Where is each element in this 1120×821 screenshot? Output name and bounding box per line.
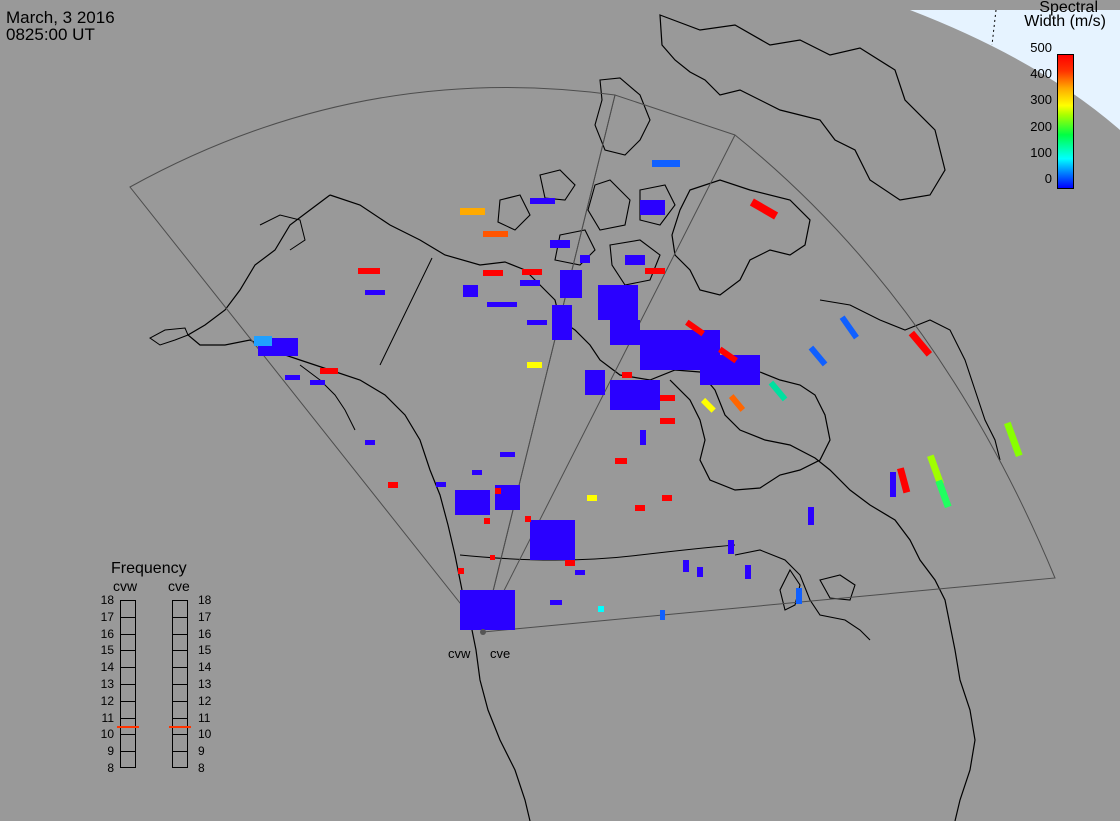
date-label: March, 3 2016 xyxy=(6,8,115,27)
station-dot xyxy=(480,629,486,635)
frequency-gridline xyxy=(173,684,187,685)
frequency-gridline xyxy=(173,734,187,736)
frequency-gridline xyxy=(121,734,135,736)
daylight-region xyxy=(910,10,1120,130)
spectral-width-colorbar xyxy=(1057,54,1074,189)
frequency-gridline xyxy=(173,633,187,635)
labrador-coastline xyxy=(819,299,1001,461)
hudson-bay-coastline xyxy=(669,371,831,491)
scatter-low-width xyxy=(258,198,896,630)
terminator-line xyxy=(991,9,997,46)
frequency-column-cvw xyxy=(117,600,139,768)
frequency-gridline xyxy=(173,751,187,753)
frequency-scale-label: 11 xyxy=(198,710,211,725)
frequency-gridline xyxy=(121,700,135,702)
scatter-mid-width xyxy=(527,362,1023,612)
frequency-marker-cvw xyxy=(117,726,139,728)
fov-cve xyxy=(482,94,1056,633)
frequency-scale-label: 10 xyxy=(198,727,212,742)
frequency-gridline xyxy=(173,700,187,702)
frequency-scale-label: 18 xyxy=(100,593,114,607)
frequency-scale-label: 13 xyxy=(198,677,212,691)
frequency-gridline xyxy=(173,717,187,719)
station-label-cvw: cvw xyxy=(448,646,471,661)
great-lakes-coastline xyxy=(734,549,871,641)
frequency-scale-label: 17 xyxy=(198,609,212,624)
time-label: 0825:00 UT xyxy=(6,25,95,44)
scatter-light-blue xyxy=(254,160,859,620)
colorbar-title-line1: Spectral xyxy=(1039,0,1098,16)
colorbar-tick-label: 500 xyxy=(1030,40,1052,55)
frequency-scale-label: 17 xyxy=(100,609,114,624)
baffin-island-coastline xyxy=(671,179,811,296)
frequency-gridline xyxy=(121,684,135,685)
frequency-scale-label: 9 xyxy=(107,744,114,759)
greenland-coastline xyxy=(659,14,946,201)
frequency-scale-label: 11 xyxy=(101,710,114,725)
arctic-islands-coastline xyxy=(497,77,676,286)
frequency-scale-label: 16 xyxy=(100,626,114,641)
fov-cvw xyxy=(129,86,616,633)
station-label-cve: cve xyxy=(490,646,511,661)
colorbar-tick-label: 200 xyxy=(1030,118,1052,134)
frequency-scale-label: 13 xyxy=(100,677,114,691)
canada-us-border xyxy=(459,544,736,561)
frequency-scale-label: 10 xyxy=(100,727,114,742)
frequency-scale-label: 12 xyxy=(100,693,114,708)
frequency-gridline xyxy=(173,667,187,669)
frequency-column-cve xyxy=(169,600,191,768)
frequency-scale-label: 12 xyxy=(198,693,212,708)
frequency-scale-label: 15 xyxy=(198,643,212,658)
frequency-gridline xyxy=(173,650,187,652)
frequency-scale-label: 14 xyxy=(100,660,114,675)
colorbar-tick-label: 100 xyxy=(1030,144,1052,160)
frequency-gridline xyxy=(173,616,187,618)
frequency-scale-label: 18 xyxy=(198,593,212,607)
frequency-gridline xyxy=(121,633,135,635)
frequency-title: Frequency xyxy=(111,560,187,577)
frequency-gridline xyxy=(121,751,135,753)
alaska-border xyxy=(379,257,433,366)
frequency-scale-label: 8 xyxy=(107,761,114,775)
frequency-radar-cve: cve xyxy=(168,578,190,594)
colorbar-ticks: 500 400 300 200 100 0 xyxy=(1020,41,1052,191)
frequency-scale-label: 14 xyxy=(198,660,212,675)
frequency-gridline xyxy=(121,650,135,652)
frequency-scale-label: 8 xyxy=(198,761,205,775)
frequency-scale-label: 9 xyxy=(198,744,205,759)
frequency-marker-cve xyxy=(169,726,191,728)
colorbar-tick-label: 0 xyxy=(1044,171,1052,186)
frequency-gridline xyxy=(121,667,135,669)
frequency-gridline xyxy=(121,616,135,618)
north-america-coastline xyxy=(186,194,976,821)
fov-divider xyxy=(482,134,736,633)
frequency-scale-label: 15 xyxy=(100,643,114,658)
frequency-radar-cvw: cvw xyxy=(113,578,138,594)
colorbar-tick-label: 400 xyxy=(1030,66,1052,82)
frequency-scale-label: 16 xyxy=(198,626,212,641)
scatter-high-width xyxy=(320,198,933,574)
colorbar-title-line2: Width (m/s) xyxy=(1024,13,1106,30)
frequency-gridline xyxy=(121,717,135,719)
alaska-coastline xyxy=(149,214,356,431)
colorbar-tick-label: 300 xyxy=(1030,92,1052,108)
